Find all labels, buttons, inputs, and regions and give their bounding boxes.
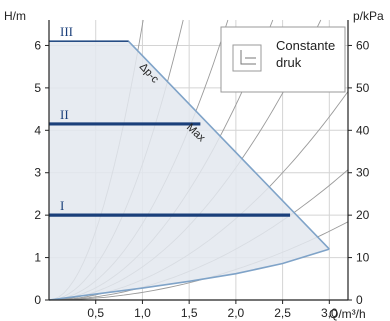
- x-tick-label: 1,5: [181, 306, 198, 320]
- right-axis-label: p/kPa: [353, 9, 384, 23]
- min-boundary-line: [48, 248, 330, 301]
- series-label-II: II: [60, 107, 69, 122]
- operating-area-fill: [49, 41, 330, 300]
- series-label-III: III: [60, 24, 73, 39]
- series-label-I: I: [60, 198, 64, 213]
- x-tick-label: 0,5: [87, 306, 104, 320]
- x-tick-label: 1,0: [134, 306, 151, 320]
- y2-tick-label: 40: [356, 123, 370, 137]
- x-axis-label: Q/m³/h: [329, 307, 366, 321]
- x-tick-label: 3,0: [321, 306, 338, 320]
- legend-text-line2: druk: [276, 55, 302, 70]
- y2-tick-label: 20: [356, 208, 370, 222]
- left-axis-label: H/m: [4, 9, 26, 23]
- series-lines: [49, 40, 291, 217]
- y-tick-label: 2: [34, 208, 41, 222]
- y2-tick-label: 60: [356, 38, 370, 52]
- y-tick-label: 3: [34, 166, 41, 180]
- y-tick-label: 6: [34, 38, 41, 52]
- y-tick-label: 0: [34, 293, 41, 307]
- x-tick-label: 2,0: [228, 306, 245, 320]
- y-tick-label: 4: [34, 123, 41, 137]
- y-tick-label: 5: [34, 81, 41, 95]
- constant-pressure-icon: [232, 44, 262, 72]
- y2-tick-label: 50: [356, 81, 370, 95]
- legend-text-line1: Constante: [276, 38, 335, 53]
- x-tick-label: 2,5: [274, 306, 291, 320]
- y2-tick-label: 0: [356, 293, 363, 307]
- y-tick-label: 1: [34, 251, 41, 265]
- y2-tick-label: 30: [356, 166, 370, 180]
- legend: Constante druk: [220, 26, 346, 93]
- axes: [45, 20, 352, 304]
- y2-tick-label: 10: [356, 251, 370, 265]
